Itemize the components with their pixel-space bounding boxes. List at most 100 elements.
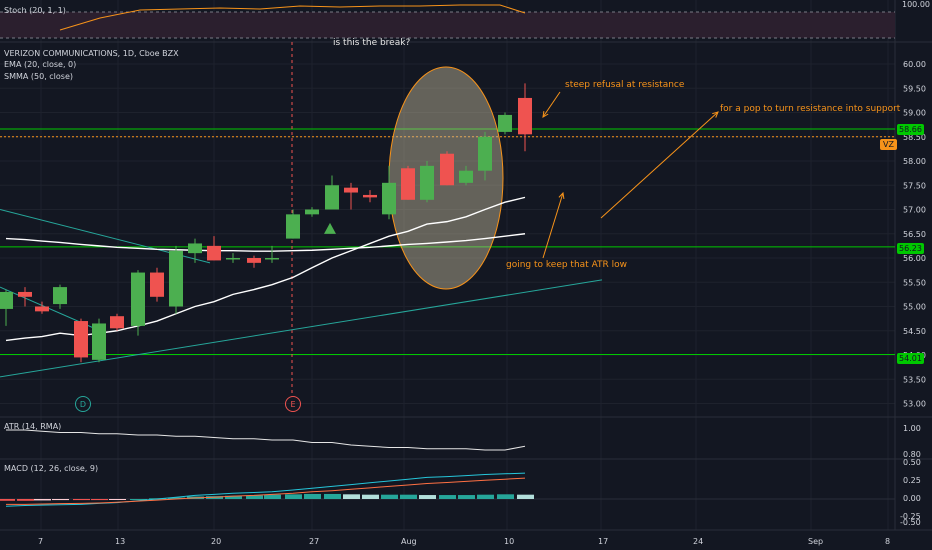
macd-tick-neg-0-25: -0.25 bbox=[900, 512, 921, 521]
price-axis-tick: 53.50 bbox=[903, 375, 926, 384]
macd-histogram-bar bbox=[285, 494, 302, 499]
arrow-pop-head bbox=[712, 111, 719, 118]
x-tick-sep: Sep bbox=[808, 537, 824, 546]
macd-tick-0-5: 0.50 bbox=[903, 458, 921, 467]
candle-body bbox=[344, 187, 358, 193]
macd-histogram-bar bbox=[362, 494, 379, 499]
macd-histogram-bar bbox=[246, 495, 263, 499]
macd-histogram-bar bbox=[477, 494, 494, 499]
stoch-band bbox=[0, 12, 895, 38]
price-axis-tick: 54.50 bbox=[903, 327, 926, 336]
price-tag-56-23: 56.23 bbox=[897, 243, 924, 254]
candle-body bbox=[150, 272, 164, 297]
x-tick-8: 8 bbox=[885, 537, 891, 546]
x-tick-24: 24 bbox=[693, 537, 704, 546]
macd-histogram-bar bbox=[130, 499, 147, 500]
candle-body bbox=[207, 245, 221, 261]
ema-line bbox=[5, 196, 526, 342]
stoch-label: Stoch (20, 1, 1) bbox=[4, 6, 66, 15]
candle-body bbox=[265, 258, 279, 260]
arrow-refusal-head bbox=[542, 110, 549, 118]
macd-histogram-bar bbox=[324, 493, 341, 499]
candle-body bbox=[401, 168, 415, 200]
candles bbox=[0, 83, 532, 363]
candle-body bbox=[518, 97, 532, 135]
candle-body bbox=[440, 153, 454, 186]
candle-body bbox=[226, 258, 240, 260]
stoch-tick-100: 100.00 bbox=[902, 0, 930, 9]
price-axis-tick: 55.00 bbox=[903, 303, 926, 312]
candle-body bbox=[478, 136, 492, 171]
macd-histogram-bar bbox=[419, 495, 436, 499]
candle-body bbox=[53, 287, 67, 305]
macd-histogram-bar bbox=[34, 499, 51, 501]
price-axis-tick: 53.00 bbox=[903, 400, 926, 409]
price-axis-tick: 57.50 bbox=[903, 181, 926, 190]
atr-pane bbox=[6, 429, 526, 451]
price-tag-58-66: 58.66 bbox=[897, 124, 924, 135]
candle-body bbox=[110, 316, 124, 329]
candle-body bbox=[305, 209, 319, 215]
stoch-line bbox=[59, 4, 526, 31]
candle-body bbox=[382, 182, 396, 215]
macd-tick-0-25: 0.25 bbox=[903, 476, 921, 485]
macd-histogram-bar bbox=[17, 499, 34, 501]
main-title: VERIZON COMMUNICATIONS, 1D, Cboe BZX bbox=[4, 49, 179, 58]
arrow-pop bbox=[600, 111, 719, 219]
x-tick-20: 20 bbox=[211, 537, 222, 546]
dividend-marker[interactable]: D bbox=[75, 396, 91, 412]
candle-body bbox=[0, 291, 13, 309]
x-tick-10: 10 bbox=[504, 537, 515, 546]
annotation-break: is this the break? bbox=[333, 38, 411, 48]
macd-histogram-bar bbox=[0, 499, 15, 501]
candle-body bbox=[74, 321, 88, 358]
macd-histogram-bar bbox=[225, 495, 242, 499]
macd-histogram-bar bbox=[264, 494, 281, 499]
macd-histogram-bar bbox=[73, 499, 90, 501]
candle-body bbox=[247, 258, 261, 263]
macd-line bbox=[5, 472, 526, 507]
macd-histogram-bar bbox=[52, 499, 69, 501]
candle-body bbox=[459, 170, 473, 183]
candle-body bbox=[92, 323, 106, 360]
stoch-pane bbox=[0, 4, 895, 39]
macd-histogram-bar bbox=[343, 494, 360, 499]
signal-line bbox=[6, 477, 526, 505]
macd-tick-0: 0.00 bbox=[903, 494, 921, 503]
overlays bbox=[0, 42, 895, 396]
candle-body bbox=[35, 306, 49, 312]
atr-tick-1: 1.00 bbox=[903, 424, 921, 433]
earnings-marker[interactable]: E bbox=[285, 396, 301, 412]
arrow-atr bbox=[542, 192, 564, 259]
atr-tick-0-8: 0.80 bbox=[903, 450, 921, 459]
ema-label: EMA (20, close, 0) bbox=[4, 60, 77, 69]
macd-histogram-bar bbox=[400, 494, 417, 499]
triangle-marker bbox=[324, 222, 336, 234]
price-axis-tick: 59.00 bbox=[903, 109, 926, 118]
price-axis-tick: 58.50 bbox=[903, 133, 926, 142]
candle-body bbox=[498, 114, 512, 132]
candle-body bbox=[325, 185, 339, 210]
smma-line bbox=[5, 233, 526, 252]
macd-histogram-bar bbox=[458, 495, 475, 499]
annotation-refusal: steep refusal at resistance bbox=[565, 80, 685, 90]
macd-histogram-bar bbox=[168, 497, 185, 499]
atr-line bbox=[6, 429, 526, 451]
x-tick-17: 17 bbox=[598, 537, 609, 546]
price-axis-tick: 56.00 bbox=[903, 254, 926, 263]
macd-histogram-bar bbox=[304, 493, 321, 499]
macd-histogram-bar bbox=[91, 499, 108, 501]
annotation-pop: for a pop to turn resistance into suppor… bbox=[720, 104, 901, 114]
x-tick-7: 7 bbox=[38, 537, 44, 546]
price-axis-tick: 55.50 bbox=[903, 278, 926, 287]
price-axis-tick: 58.00 bbox=[903, 157, 926, 166]
candle-body bbox=[169, 250, 183, 307]
symbol-tag: VZ bbox=[880, 139, 897, 150]
arrow-refusal bbox=[542, 91, 561, 118]
candle-body bbox=[420, 165, 434, 200]
price-axis-tick: 59.50 bbox=[903, 84, 926, 93]
macd-histogram-bar bbox=[109, 499, 126, 500]
trendline-up bbox=[0, 279, 603, 378]
price-axis-tick: 56.50 bbox=[903, 230, 926, 239]
